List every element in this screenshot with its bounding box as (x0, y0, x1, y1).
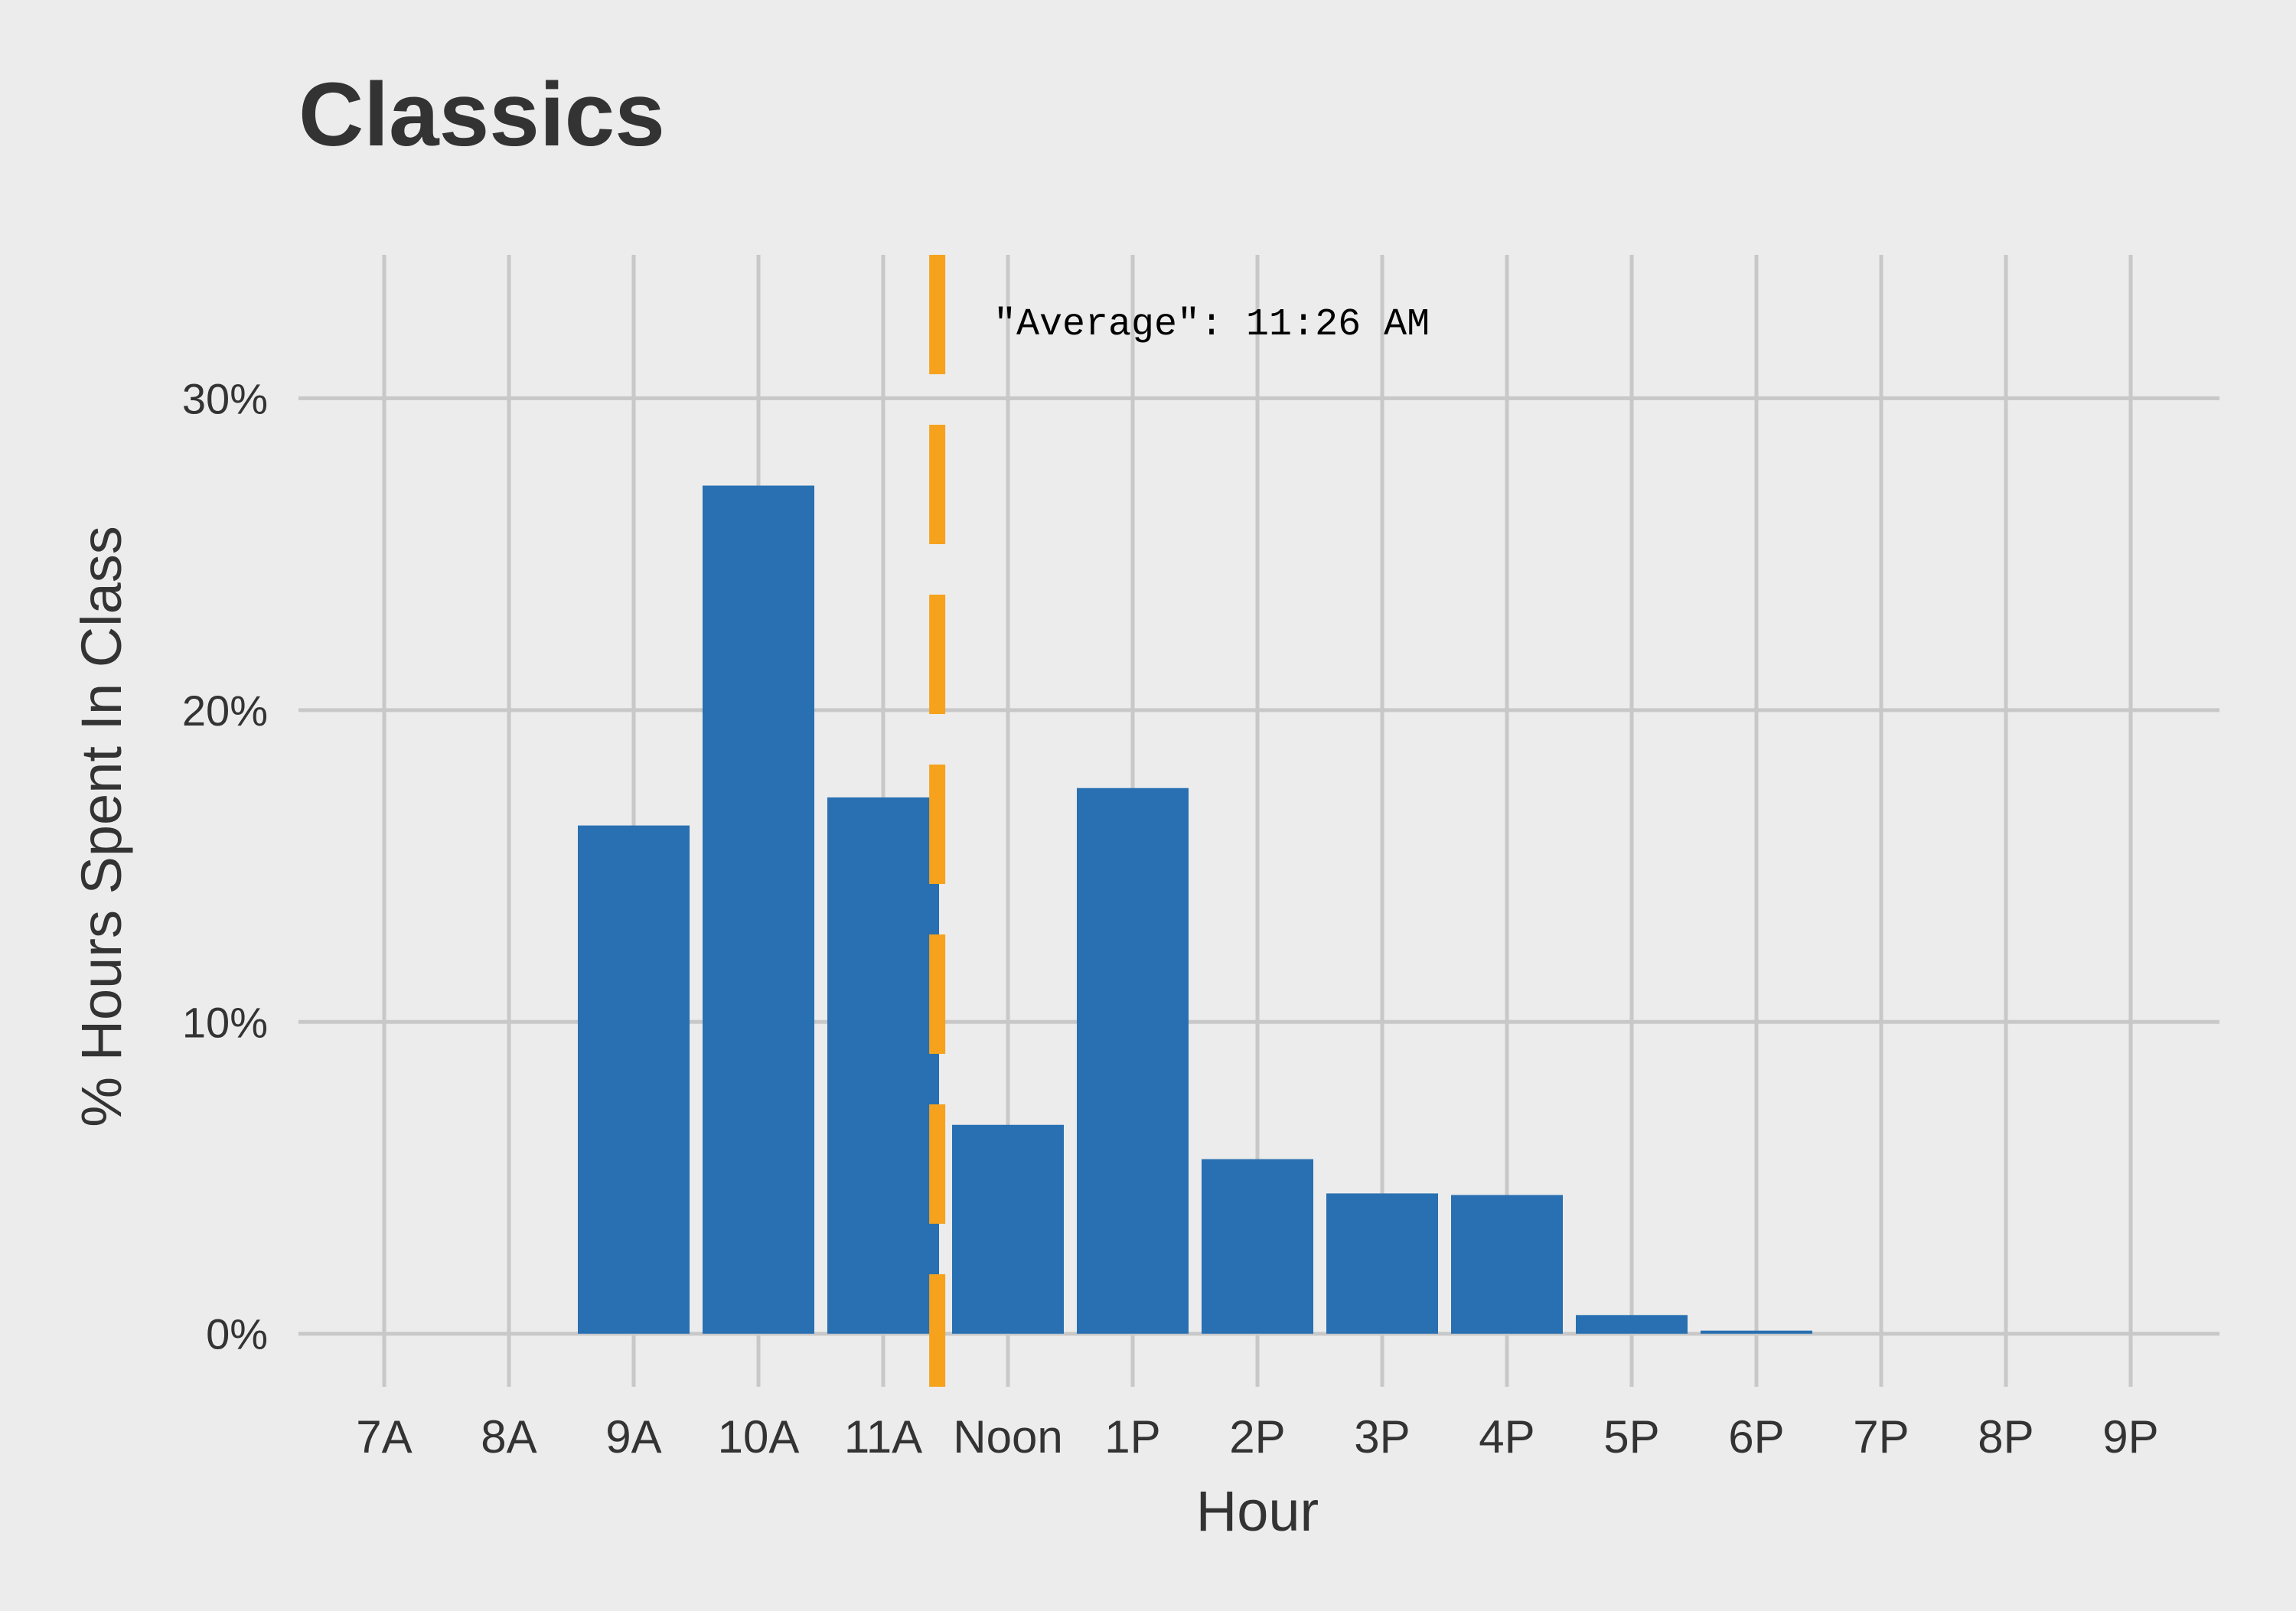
x-tick-label: 5P (1603, 1411, 1659, 1463)
x-tick-label: 9A (605, 1411, 661, 1463)
x-tick-label: 11A (844, 1411, 922, 1463)
x-tick-label: 9P (2102, 1411, 2158, 1463)
bar-2p (1202, 1159, 1313, 1334)
x-tick-label: 7P (1853, 1411, 1909, 1463)
x-tick-label: 1P (1104, 1411, 1160, 1463)
x-tick-label: 7A (356, 1411, 412, 1463)
bar-9a (578, 825, 690, 1334)
label-layer: 0% 10% 20% 30% 7A 8A 9A 10A 11A Noon 1P 2P 3P 4P 5P 6P 7… (182, 374, 2159, 1463)
x-tick-label: 6P (1728, 1411, 1784, 1463)
x-tick-label: 3P (1354, 1411, 1410, 1463)
x-tick-label: 10A (718, 1411, 800, 1463)
bar-6p (1701, 1330, 1812, 1334)
bar-layer (578, 485, 1812, 1334)
x-tick-label: 8P (1978, 1411, 2033, 1463)
x-axis-title: Hour (1196, 1479, 1319, 1543)
y-tick-label: 0% (206, 1310, 268, 1358)
y-tick-label: 20% (182, 686, 268, 735)
average-annotation: "Average": 11:26 AM (993, 303, 1430, 347)
bar-10a (703, 485, 814, 1334)
grid-layer (298, 255, 2219, 1387)
x-tick-label: Noon (953, 1411, 1062, 1463)
bar-1p (1077, 788, 1189, 1334)
y-tick-label: 10% (182, 998, 268, 1046)
bar-4p (1451, 1195, 1563, 1334)
bar-5p (1576, 1315, 1688, 1334)
y-axis-title: % Hours Spent In Class (70, 526, 133, 1127)
x-tick-label: 4P (1479, 1411, 1534, 1463)
bar-3p (1326, 1193, 1438, 1334)
bar-11a (827, 797, 939, 1334)
bar-noon (952, 1124, 1064, 1334)
chart-title: Classics (298, 64, 665, 165)
x-tick-label: 8A (481, 1411, 536, 1463)
y-tick-label: 30% (182, 374, 268, 422)
x-tick-label: 2P (1229, 1411, 1285, 1463)
